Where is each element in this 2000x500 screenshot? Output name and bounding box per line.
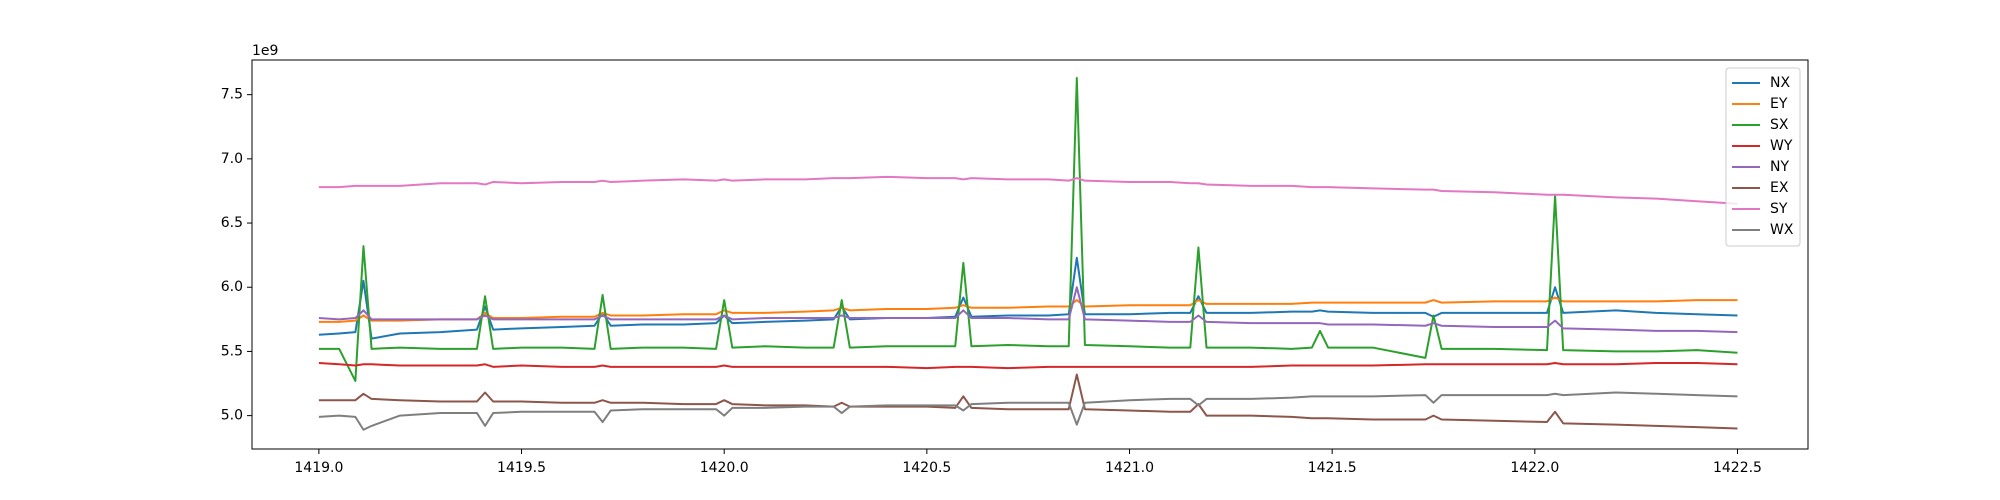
legend-label: EX xyxy=(1770,180,1789,196)
legend-label: NX xyxy=(1770,75,1790,91)
x-tick-label: 1419.0 xyxy=(294,460,343,476)
x-tick-label: 1420.0 xyxy=(700,460,749,476)
series-line xyxy=(318,76,1738,382)
y-tick-label: 7.5 xyxy=(221,87,243,103)
x-tick-label: 1422.5 xyxy=(1713,460,1762,476)
plot-frame xyxy=(251,59,1809,450)
series-line xyxy=(318,256,1738,340)
y-tick-label: 6.0 xyxy=(221,279,243,295)
x-tick-label: 1422.0 xyxy=(1510,460,1559,476)
legend-box xyxy=(1725,67,1801,247)
y-tick-label: 5.0 xyxy=(221,408,243,424)
legend-label: WY xyxy=(1770,138,1793,154)
y-tick-label: 7.0 xyxy=(221,151,243,167)
legend-label: NY xyxy=(1770,159,1789,175)
series-line xyxy=(318,175,1738,205)
y-tick-label: 6.5 xyxy=(221,215,243,231)
x-tick-label: 1421.5 xyxy=(1308,460,1357,476)
series-line xyxy=(318,296,1738,323)
x-tick-label: 1421.0 xyxy=(1105,460,1154,476)
y-tick-label: 5.5 xyxy=(221,343,243,359)
legend-label: WX xyxy=(1770,222,1794,238)
series-line xyxy=(318,361,1738,370)
series-line xyxy=(318,373,1738,430)
legend-label: SY xyxy=(1770,201,1788,217)
series-line xyxy=(318,391,1738,431)
legend-label: EY xyxy=(1770,96,1788,112)
legend-label: SX xyxy=(1770,117,1789,133)
x-tick-label: 1419.5 xyxy=(497,460,546,476)
series-line xyxy=(318,286,1738,334)
x-tick-label: 1420.5 xyxy=(902,460,951,476)
offset-text: 1e9 xyxy=(252,43,278,59)
